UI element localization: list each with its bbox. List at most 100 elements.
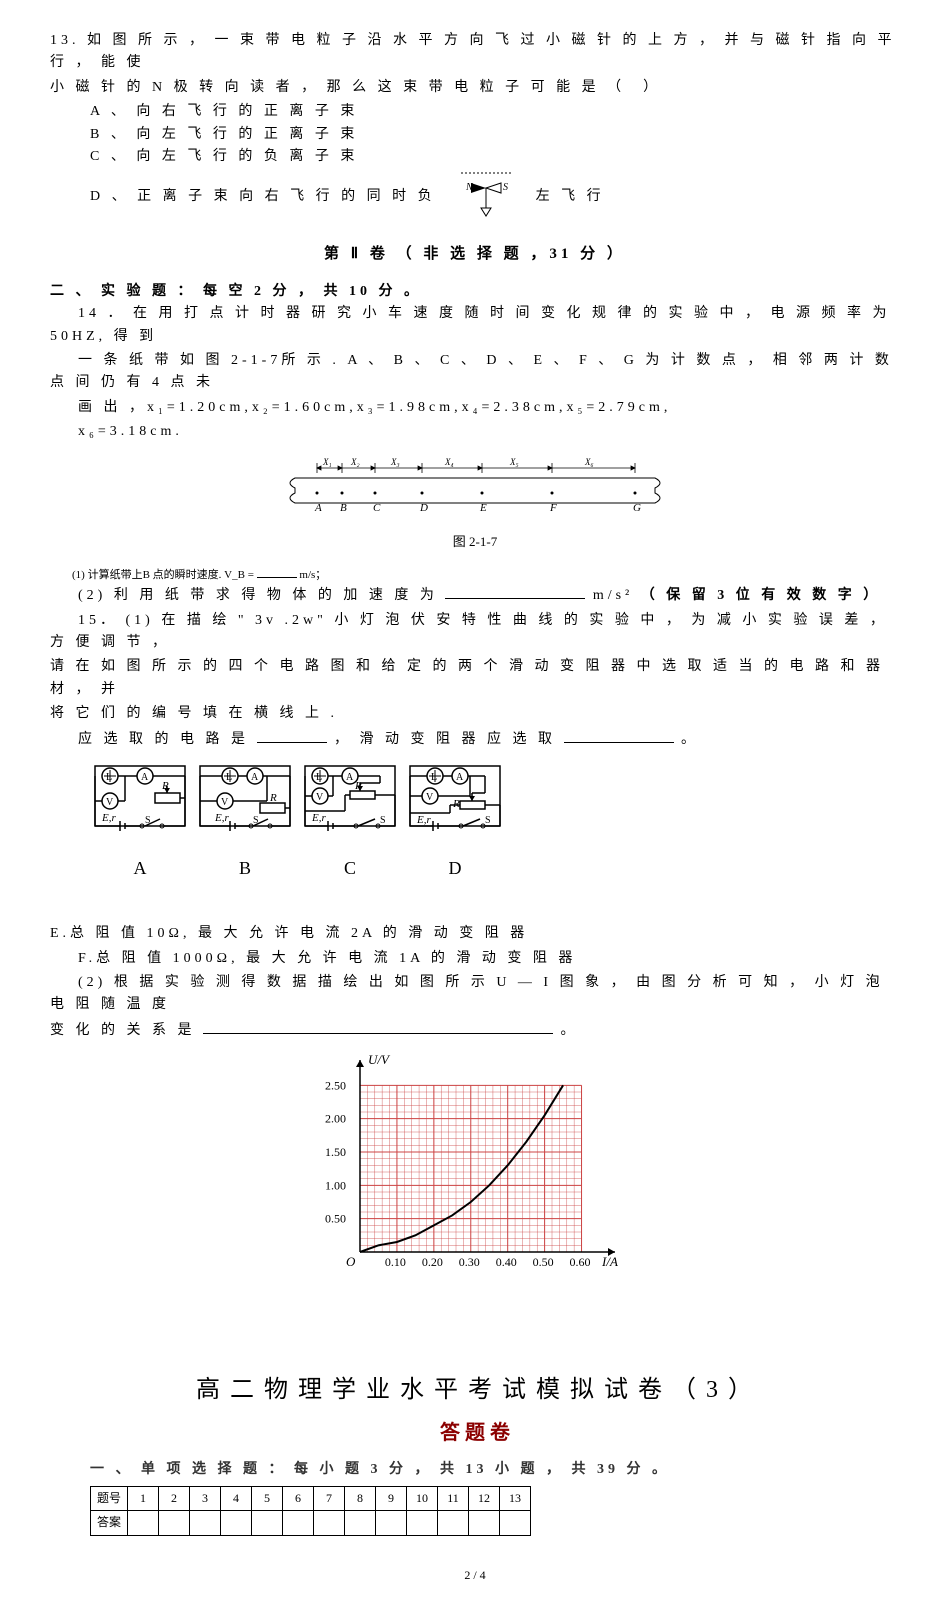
row1-label: 题号	[91, 1487, 128, 1511]
svg-text:A: A	[314, 502, 322, 514]
q15-text1: (1) 在 描 绘 " 3v .2w" 小 灯 泡 伏 安 特 性 曲 线 的 …	[50, 613, 888, 650]
q14-line1: 14 ． 在 用 打 点 计 时 器 研 究 小 车 速 度 随 时 间 变 化…	[50, 303, 900, 348]
answer-col-10: 10	[407, 1487, 438, 1511]
svg-text:R: R	[269, 792, 277, 804]
svg-text:I/A: I/A	[601, 1254, 618, 1269]
svg-text:L: L	[226, 772, 232, 783]
svg-text:V: V	[316, 792, 324, 803]
q15-option-f: F.总 阻 值 1000Ω, 最 大 允 许 电 流 1A 的 滑 动 变 阻 …	[50, 948, 900, 970]
answer-cell-6[interactable]	[283, 1511, 314, 1535]
q13-option-b: B 、 向 左 飞 行 的 正 离 子 束	[90, 124, 605, 146]
answer-col-1: 1	[128, 1487, 159, 1511]
svg-text:A: A	[456, 772, 464, 783]
svg-text:0.30: 0.30	[459, 1255, 480, 1269]
q15-text4-prefix: 应 选 取 的 电 路 是	[78, 732, 249, 747]
figure-label: 图 2-1-7	[50, 532, 900, 553]
circuit-b-label: B	[195, 854, 295, 883]
circuit-a: L A V R E,r S A	[90, 761, 190, 883]
svg-text:E,r: E,r	[101, 812, 116, 824]
svg-text:0.40: 0.40	[496, 1255, 517, 1269]
ui-chart: U/VI/AO0.501.001.502.002.500.100.200.300…	[50, 1052, 900, 1290]
svg-text:F: F	[549, 502, 557, 514]
question-14: 14 ． 在 用 打 点 计 时 器 研 究 小 车 速 度 随 时 间 变 化…	[50, 303, 900, 608]
answer-col-13: 13	[500, 1487, 531, 1511]
section-2-title: 第 Ⅱ 卷 （ 非 选 择 题 ，31 分 ）	[50, 242, 900, 266]
q13-number: 13.	[50, 33, 80, 48]
answer-cell-7[interactable]	[314, 1511, 345, 1535]
blank-relation[interactable]	[203, 1019, 553, 1034]
answer-cell-4[interactable]	[221, 1511, 252, 1535]
blank-accel[interactable]	[445, 584, 585, 599]
q14-sub2-suffix: （ 保 留 3 位 有 效 数 字 ）	[641, 588, 882, 603]
q13-options: A 、 向 右 飞 行 的 正 离 子 束 B 、 向 左 飞 行 的 正 离 …	[90, 101, 900, 227]
svg-text:X₆: X₆	[584, 457, 594, 467]
q13-line1: 13. 如 图 所 示 ， 一 束 带 电 粒 子 沿 水 平 方 向 飞 过 …	[50, 30, 900, 75]
answer-cell-8[interactable]	[345, 1511, 376, 1535]
q13-line2: 小 磁 针 的 N 极 转 向 读 者 ， 那 么 这 束 带 电 粒 子 可 …	[50, 77, 900, 99]
answer-cell-13[interactable]	[500, 1511, 531, 1535]
blank-rheostat[interactable]	[564, 728, 674, 743]
answer-col-4: 4	[221, 1487, 252, 1511]
q14-sub1-text: (1) 计算纸带上B 点的瞬时速度. V_B =	[72, 569, 254, 581]
answer-cell-12[interactable]	[469, 1511, 500, 1535]
svg-text:0.50: 0.50	[325, 1212, 346, 1226]
page-footer: 2 / 4	[50, 1566, 900, 1585]
svg-text:2.50: 2.50	[325, 1078, 346, 1092]
answer-col-3: 3	[190, 1487, 221, 1511]
answer-cell-5[interactable]	[252, 1511, 283, 1535]
q15-sub2-line2: 变 化 的 关 系 是 。	[50, 1019, 900, 1042]
answer-col-12: 12	[469, 1487, 500, 1511]
answer-table: 题号12345678910111213 答案	[90, 1486, 531, 1535]
svg-text:0.50: 0.50	[533, 1255, 554, 1269]
q14-sub1-unit: m/s；	[299, 569, 326, 581]
svg-text:0.10: 0.10	[385, 1255, 406, 1269]
q14-sub2: (2) 利 用 纸 带 求 得 物 体 的 加 速 度 为 m/s² （ 保 留…	[50, 584, 900, 607]
answer-col-7: 7	[314, 1487, 345, 1511]
svg-text:X₄: X₄	[444, 457, 454, 467]
answer-col-2: 2	[159, 1487, 190, 1511]
circuit-d: L A V R E,r S	[405, 761, 505, 883]
q14-sub1: (1) 计算纸带上B 点的瞬时速度. V_B = m/s；	[50, 563, 900, 585]
answer-title: 高 二 物 理 学 业 水 平 考 试 模 拟 试 卷 （ 3 ）	[50, 1371, 900, 1409]
svg-text:V: V	[426, 792, 434, 803]
svg-text:A: A	[251, 772, 259, 783]
svg-text:S: S	[145, 815, 151, 826]
svg-text:X₅: X₅	[509, 457, 519, 467]
answer-cell-3[interactable]	[190, 1511, 221, 1535]
answer-cell-9[interactable]	[376, 1511, 407, 1535]
question-15: 15． (1) 在 描 绘 " 3v .2w" 小 灯 泡 伏 安 特 性 曲 …	[50, 610, 900, 1291]
answer-cell-11[interactable]	[438, 1511, 469, 1535]
circuit-c: L A V R E,r S	[300, 761, 400, 883]
blank-vb[interactable]	[257, 563, 297, 578]
q14-sub2-prefix: (2) 利 用 纸 带 求 得 物 体 的 加 速 度 为	[78, 588, 438, 603]
svg-text:X₁: X₁	[322, 457, 332, 467]
svg-text:X₃: X₃	[390, 457, 400, 467]
svg-text:G: G	[633, 502, 641, 514]
magnet-diagram: N S	[446, 168, 526, 218]
circuit-row: L A V R E,r S A	[90, 761, 900, 883]
answer-col-11: 11	[438, 1487, 469, 1511]
svg-text:L: L	[431, 772, 437, 783]
blank-circuit[interactable]	[257, 728, 327, 743]
svg-text:V: V	[106, 797, 114, 808]
q13-text: 如 图 所 示 ， 一 束 带 电 粒 子 沿 水 平 方 向 飞 过 小 磁 …	[50, 33, 896, 70]
answer-col-8: 8	[345, 1487, 376, 1511]
svg-text:2.00: 2.00	[325, 1112, 346, 1126]
svg-text:S: S	[485, 815, 491, 826]
answer-cell-1[interactable]	[128, 1511, 159, 1535]
answer-col-5: 5	[252, 1487, 283, 1511]
q13-option-d-2: 左 飞 行	[536, 186, 605, 208]
svg-text:N: N	[465, 182, 474, 193]
svg-text:1.00: 1.00	[325, 1178, 346, 1192]
question-13: 13. 如 图 所 示 ， 一 束 带 电 粒 子 沿 水 平 方 向 飞 过 …	[50, 30, 900, 227]
section-2-heading: 二 、 实 验 题 ： 每 空 2 分 ， 共 10 分 。	[50, 281, 900, 303]
q15-text4-end: 。	[681, 732, 699, 747]
svg-text:C: C	[373, 502, 381, 514]
q15-number: 15．	[78, 613, 118, 628]
answer-col-9: 9	[376, 1487, 407, 1511]
answer-cell-10[interactable]	[407, 1511, 438, 1535]
q14-line2: 一 条 纸 带 如 图 2-1-7所 示 . A 、 B 、 C 、 D 、 E…	[50, 350, 900, 395]
q14-sub2-unit: m/s²	[593, 588, 633, 603]
answer-cell-2[interactable]	[159, 1511, 190, 1535]
svg-text:R: R	[452, 798, 460, 810]
